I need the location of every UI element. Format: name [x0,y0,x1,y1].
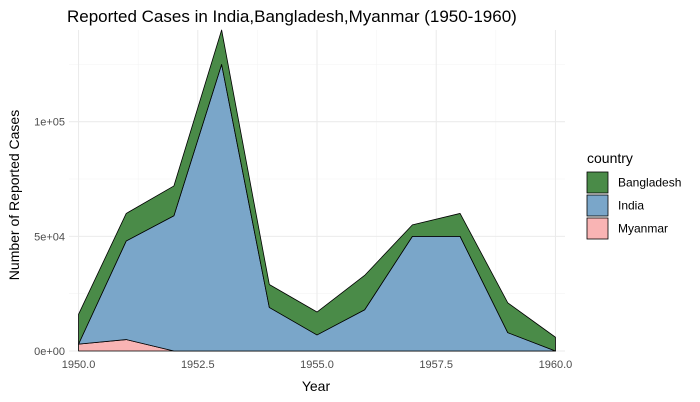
legend-label-bangladesh: Bangladesh [618,176,681,190]
chart-title: Reported Cases in India,Bangladesh,Myanm… [67,7,517,26]
y-axis-ticks: 0e+00 5e+04 1e+05 [34,117,65,358]
legend-key-bangladesh [586,171,609,194]
x-axis-ticks: 1950.0 1952.5 1955.0 1957.5 1960.0 [62,359,573,371]
legend-key-myanmar [586,217,609,240]
y-tick-label: 0e+00 [34,346,65,358]
x-tick-label: 1957.5 [419,359,453,371]
legend: country Bangladesh India Myanmar [586,150,681,240]
legend-label-myanmar: Myanmar [618,222,668,236]
x-tick-label: 1955.0 [300,359,334,371]
x-tick-label: 1950.0 [62,359,96,371]
y-tick-label: 1e+05 [34,117,65,129]
x-tick-label: 1960.0 [539,359,573,371]
y-tick-label: 5e+04 [34,231,65,243]
y-axis-title: Number of Reported Cases [6,110,22,280]
plot-areas [78,29,556,352]
area-bangladesh [78,29,556,352]
x-tick-label: 1952.5 [181,359,215,371]
x-axis-title: Year [302,378,331,394]
legend-title: country [587,150,633,166]
legend-key-india [586,194,609,217]
legend-label-india: India [618,199,644,213]
